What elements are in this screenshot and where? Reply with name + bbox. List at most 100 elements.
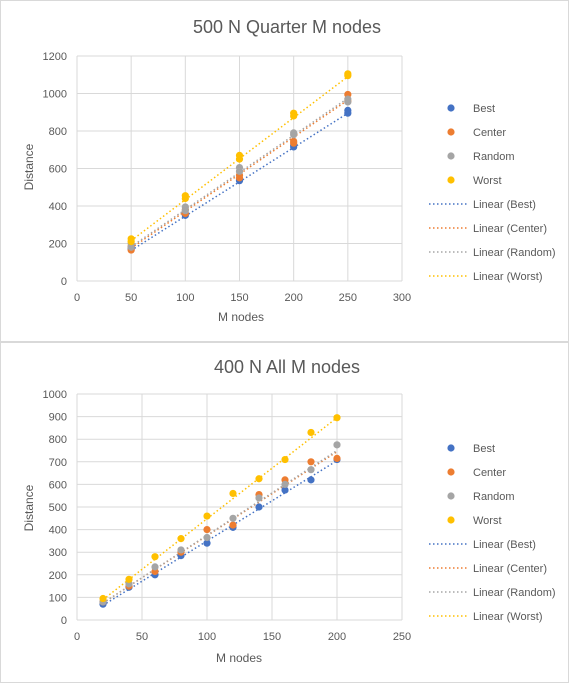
chart-title: 500 N Quarter M nodes bbox=[193, 17, 381, 37]
legend-label: Center bbox=[473, 127, 506, 139]
chart-panel-500n: 500 N Quarter M nodes M nodes Distance 0… bbox=[0, 0, 569, 342]
y-axis-title: Distance bbox=[22, 484, 36, 531]
data-point-best bbox=[344, 106, 352, 114]
legend-marker bbox=[447, 516, 455, 524]
legend-label: Linear (Best) bbox=[473, 199, 536, 211]
legend-label: Linear (Center) bbox=[473, 563, 547, 575]
data-point-best bbox=[307, 476, 315, 484]
data-point-center bbox=[203, 526, 211, 534]
y-tick-label: 700 bbox=[49, 457, 67, 469]
legend: Best Center Random Worst Linear (Best) Linear… bbox=[429, 103, 556, 283]
y-tick-label: 800 bbox=[49, 434, 67, 446]
trendline-worst bbox=[130, 76, 349, 242]
data-point-center bbox=[307, 458, 315, 466]
trendline-best bbox=[102, 460, 338, 606]
legend-label: Best bbox=[473, 443, 495, 455]
x-tick-label: 100 bbox=[198, 631, 216, 643]
legend-label: Linear (Random) bbox=[473, 587, 556, 599]
legend-label: Worst bbox=[473, 515, 502, 527]
y-tick-label: 1200 bbox=[43, 51, 67, 63]
x-tick-label: 0 bbox=[74, 631, 80, 643]
legend-marker bbox=[447, 468, 455, 476]
y-tick-label: 400 bbox=[49, 525, 67, 537]
data-point-random bbox=[307, 466, 315, 474]
data-point-worst bbox=[125, 575, 133, 583]
data-point-worst bbox=[99, 594, 107, 603]
legend-marker bbox=[447, 176, 455, 184]
data-point-random bbox=[290, 129, 298, 137]
data-point-random bbox=[181, 203, 189, 211]
legend: Best Center Random Worst Linear (Best) Linear… bbox=[429, 443, 556, 623]
data-point-best bbox=[255, 503, 263, 511]
x-tick-label: 150 bbox=[230, 292, 248, 304]
data-point-worst bbox=[235, 151, 244, 159]
legend-label: Linear (Worst) bbox=[473, 611, 542, 623]
y-tick-label: 400 bbox=[49, 201, 67, 213]
y-tick-label: 200 bbox=[49, 570, 67, 582]
chart-400n-all-m-nodes: 400 N All M nodes M nodes Distance 0 100 2… bbox=[22, 357, 556, 665]
data-point-random bbox=[203, 533, 211, 542]
legend-label: Linear (Random) bbox=[473, 247, 556, 259]
x-tick-label: 100 bbox=[176, 292, 194, 304]
data-point-worst bbox=[229, 489, 237, 498]
chart-panel-400n: 400 N All M nodes M nodes Distance 0 100 2… bbox=[0, 342, 569, 683]
data-point-worst bbox=[255, 475, 263, 483]
legend-label: Linear (Best) bbox=[473, 539, 536, 551]
data-point-random bbox=[229, 514, 237, 522]
data-point-center bbox=[290, 137, 298, 145]
data-point-random bbox=[344, 95, 352, 103]
legend-marker bbox=[447, 152, 455, 160]
y-tick-label: 800 bbox=[49, 126, 67, 138]
data-point-worst bbox=[151, 553, 159, 561]
data-point-random bbox=[281, 480, 289, 488]
data-point-worst bbox=[177, 535, 185, 543]
legend-label: Best bbox=[473, 103, 495, 115]
data-point-random bbox=[255, 494, 263, 502]
y-tick-label: 500 bbox=[49, 502, 67, 514]
y-tick-label: 600 bbox=[49, 164, 67, 176]
data-point-center bbox=[333, 454, 341, 463]
data-point-center bbox=[229, 521, 237, 529]
y-tick-label: 0 bbox=[61, 276, 67, 288]
legend-label: Worst bbox=[473, 175, 502, 187]
data-point-worst bbox=[203, 512, 211, 520]
x-axis-title: M nodes bbox=[216, 651, 262, 665]
chart-500n-quarter-m-nodes: 500 N Quarter M nodes M nodes Distance 0… bbox=[22, 17, 556, 324]
data-point-worst bbox=[344, 70, 352, 78]
y-axis-title: Distance bbox=[22, 143, 36, 190]
x-tick-label: 50 bbox=[136, 631, 148, 643]
legend-label: Linear (Center) bbox=[473, 223, 547, 235]
data-point-worst bbox=[307, 428, 315, 437]
x-tick-label: 50 bbox=[125, 292, 137, 304]
y-tick-label: 1000 bbox=[43, 89, 67, 101]
x-tick-label: 250 bbox=[339, 292, 357, 304]
data-point-random bbox=[151, 563, 159, 571]
legend-marker bbox=[447, 444, 455, 452]
gridlines bbox=[76, 393, 403, 621]
data-point-random bbox=[333, 441, 341, 449]
legend-label: Linear (Worst) bbox=[473, 271, 542, 283]
legend-marker bbox=[447, 104, 455, 112]
y-tick-label: 600 bbox=[49, 479, 67, 491]
data-point-worst bbox=[181, 192, 189, 200]
x-tick-label: 300 bbox=[393, 292, 411, 304]
legend-marker bbox=[447, 492, 455, 500]
y-tick-label: 1000 bbox=[43, 389, 67, 401]
x-tick-label: 150 bbox=[263, 631, 281, 643]
x-axis-title: M nodes bbox=[218, 310, 264, 324]
trendline-worst bbox=[102, 417, 338, 601]
chart-title: 400 N All M nodes bbox=[214, 357, 360, 377]
trendline-center bbox=[102, 451, 338, 604]
y-tick-label: 200 bbox=[49, 239, 67, 251]
data-point-worst bbox=[281, 455, 289, 464]
gridlines bbox=[76, 55, 403, 282]
legend-marker bbox=[447, 128, 455, 136]
x-tick-label: 200 bbox=[328, 631, 346, 643]
x-tick-label: 200 bbox=[284, 292, 302, 304]
x-tick-label: 250 bbox=[393, 631, 411, 643]
y-tick-label: 900 bbox=[49, 412, 67, 424]
y-tick-label: 300 bbox=[49, 547, 67, 559]
data-point-random bbox=[235, 163, 244, 172]
data-point-worst bbox=[333, 414, 341, 422]
trendline-random bbox=[102, 449, 338, 604]
